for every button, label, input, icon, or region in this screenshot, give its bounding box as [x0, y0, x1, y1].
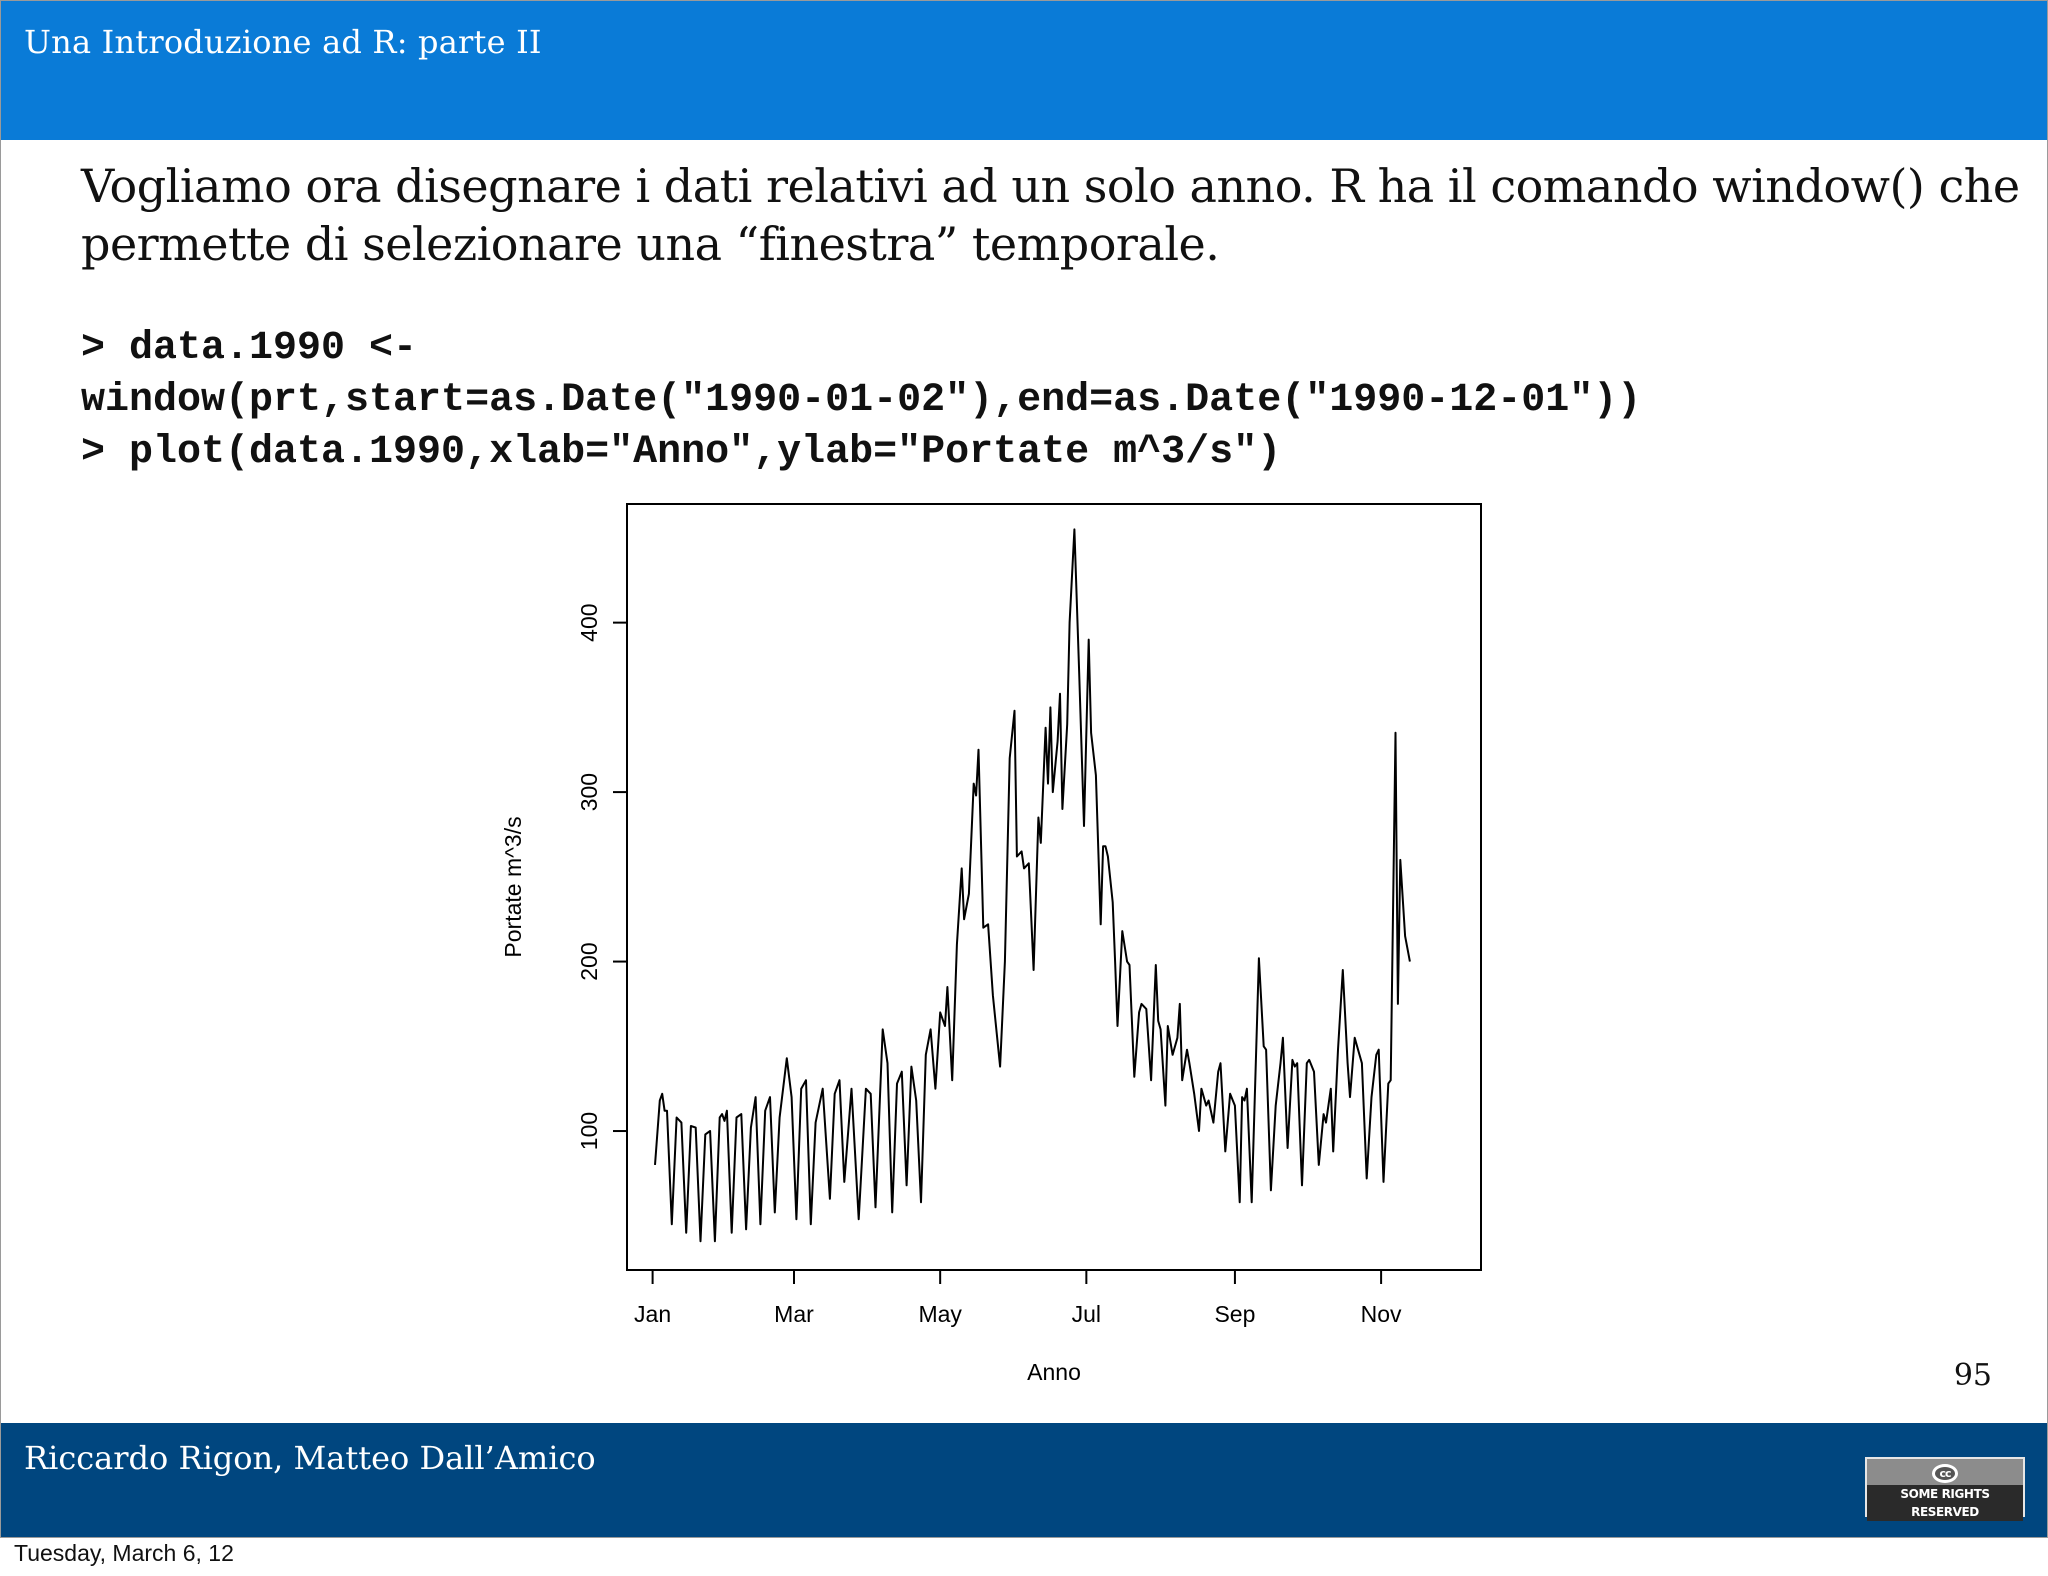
- code-line-2: window(prt,start=as.Date("1990-01-02"),e…: [81, 378, 1642, 423]
- x-tick-label-5: Nov: [1361, 1301, 1402, 1327]
- x-tick-label-4: Sep: [1214, 1301, 1255, 1327]
- y-tick-label-0: 100: [576, 1112, 602, 1150]
- code-line-3: > plot(data.1990,xlab="Anno",ylab="Porta…: [81, 430, 1282, 475]
- x-axis-label: Anno: [1027, 1359, 1081, 1385]
- x-tick-label-0: Jan: [634, 1301, 671, 1327]
- series-line-0: [654, 528, 1411, 1243]
- y-tick-label-1: 200: [576, 942, 602, 980]
- header-title: Una Introduzione ad R: parte II: [24, 23, 542, 61]
- plot-frame: [626, 503, 1482, 1271]
- timestamp: Tuesday, March 6, 12: [14, 1540, 234, 1566]
- page-number: 95: [1953, 1358, 1992, 1393]
- y-tick-label-2: 300: [576, 773, 602, 811]
- x-tick-label-3: Jul: [1072, 1301, 1101, 1327]
- footer-authors: Riccardo Rigon, Matteo Dall’Amico: [24, 1439, 596, 1477]
- footer-bar: Riccardo Rigon, Matteo Dall’Amico cc SOM…: [1, 1423, 2047, 1537]
- header-bar: Una Introduzione ad R: parte II: [1, 1, 2047, 140]
- code-block: > data.1990 <- window(prt,start=as.Date("…: [81, 323, 1641, 479]
- license-text: SOME RIGHTS RESERVED: [1867, 1485, 2023, 1521]
- code-line-1: > data.1990 <-: [81, 326, 418, 371]
- y-axis-label: Portate m^3/s: [501, 816, 526, 957]
- intro-text: Vogliamo ora disegnare i dati relativi a…: [81, 159, 2020, 271]
- x-tick-label-2: May: [918, 1301, 962, 1327]
- y-tick-label-3: 400: [576, 603, 602, 641]
- slide: Una Introduzione ad R: parte II Vogliamo…: [0, 0, 2048, 1538]
- discharge-chart: Jan Mar May Jul Sep Nov 100 200 300 400 Anno Portat…: [501, 503, 1482, 1385]
- cc-license-badge[interactable]: cc SOME RIGHTS RESERVED: [1865, 1457, 2025, 1521]
- x-tick-label-1: Mar: [774, 1301, 814, 1327]
- cc-icon: cc: [1932, 1464, 1958, 1483]
